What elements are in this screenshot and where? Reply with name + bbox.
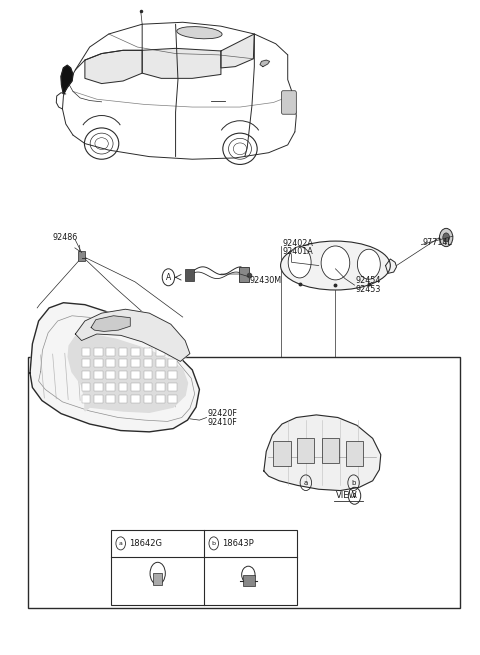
Bar [131, 371, 140, 379]
Text: 18642G: 18642G [129, 539, 162, 548]
Bar [144, 360, 152, 367]
Bar [144, 383, 152, 391]
FancyBboxPatch shape [78, 251, 85, 261]
Bar [94, 395, 103, 403]
Bar [94, 360, 103, 367]
Bar [144, 348, 152, 356]
Bar [107, 383, 115, 391]
Polygon shape [221, 34, 254, 68]
Bar [94, 383, 103, 391]
Bar [168, 360, 177, 367]
Ellipse shape [358, 250, 380, 279]
Bar [156, 395, 165, 403]
Bar [168, 371, 177, 379]
Ellipse shape [321, 246, 350, 280]
Bar [107, 360, 115, 367]
Bar [144, 371, 152, 379]
Bar [156, 371, 165, 379]
Bar [168, 395, 177, 403]
Bar [131, 395, 140, 403]
Bar [107, 371, 115, 379]
FancyBboxPatch shape [239, 267, 249, 282]
Bar [107, 348, 115, 356]
Ellipse shape [288, 247, 311, 278]
FancyBboxPatch shape [274, 441, 290, 466]
Bar [107, 395, 115, 403]
FancyBboxPatch shape [185, 269, 194, 280]
Text: 92453: 92453 [356, 285, 381, 294]
Bar [94, 348, 103, 356]
Text: a: a [304, 479, 308, 486]
Polygon shape [385, 259, 396, 273]
Bar [82, 348, 90, 356]
Bar [131, 360, 140, 367]
Bar [82, 395, 90, 403]
Bar [131, 348, 140, 356]
Polygon shape [142, 48, 221, 79]
Bar [156, 360, 165, 367]
Polygon shape [91, 316, 130, 331]
Bar [28, 357, 459, 608]
Bar [119, 360, 127, 367]
Polygon shape [264, 415, 381, 491]
Bar [243, 574, 254, 586]
Text: b: b [212, 541, 216, 546]
Bar [82, 360, 90, 367]
Bar [144, 395, 152, 403]
Text: 92401A: 92401A [283, 248, 314, 256]
Circle shape [443, 233, 449, 242]
Text: 92486: 92486 [53, 233, 78, 242]
Polygon shape [61, 66, 73, 94]
Bar [94, 371, 103, 379]
Bar [119, 395, 127, 403]
Text: A: A [166, 272, 171, 282]
Polygon shape [260, 60, 270, 67]
FancyBboxPatch shape [297, 438, 314, 462]
Text: 92430M: 92430M [250, 276, 282, 285]
Text: 92410F: 92410F [207, 418, 237, 426]
Bar [82, 371, 90, 379]
FancyBboxPatch shape [346, 441, 363, 466]
Bar [111, 530, 297, 605]
Bar [119, 371, 127, 379]
Ellipse shape [177, 27, 222, 39]
Polygon shape [75, 309, 190, 362]
Bar [154, 573, 162, 585]
Polygon shape [85, 50, 142, 84]
Ellipse shape [281, 241, 390, 290]
FancyBboxPatch shape [281, 91, 296, 114]
Text: 92420F: 92420F [207, 409, 238, 418]
Text: 92402A: 92402A [283, 239, 314, 248]
Bar [119, 348, 127, 356]
Bar [119, 383, 127, 391]
FancyBboxPatch shape [322, 438, 339, 462]
Bar [131, 383, 140, 391]
Text: VIEW: VIEW [336, 491, 357, 500]
Text: 92454: 92454 [356, 276, 381, 285]
Bar [156, 383, 165, 391]
Text: a: a [119, 541, 122, 546]
Bar [82, 383, 90, 391]
Text: b: b [351, 479, 356, 486]
Bar [168, 383, 177, 391]
Text: 97714L: 97714L [422, 238, 452, 247]
Bar [156, 348, 165, 356]
Text: 18643P: 18643P [222, 539, 254, 548]
Circle shape [440, 229, 453, 247]
Polygon shape [30, 303, 199, 432]
Text: A: A [352, 493, 357, 498]
Polygon shape [68, 334, 188, 412]
Bar [168, 348, 177, 356]
